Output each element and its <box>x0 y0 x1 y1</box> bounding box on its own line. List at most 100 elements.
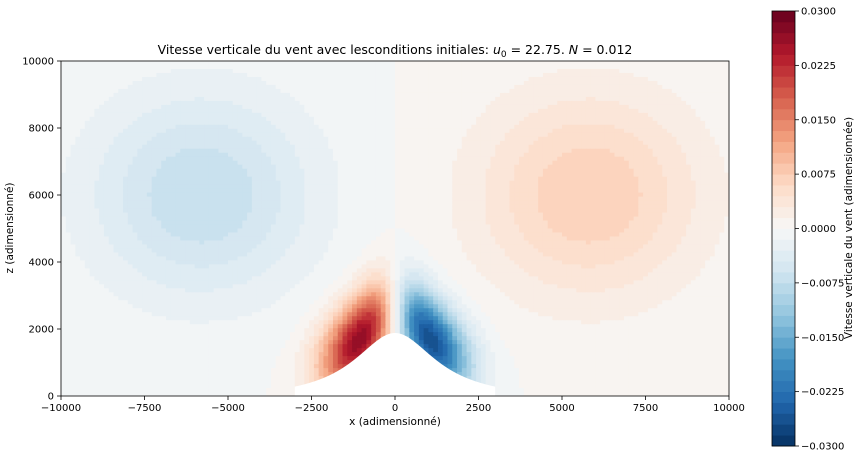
field-cell <box>552 152 558 158</box>
field-cell <box>686 104 692 110</box>
field-cell <box>375 132 382 138</box>
field-cell <box>399 84 406 90</box>
field-cell <box>342 128 348 134</box>
field-cell <box>395 196 401 202</box>
field-cell <box>395 116 401 122</box>
field-cell <box>604 96 611 102</box>
field-cell <box>89 88 95 94</box>
field-cell <box>108 144 115 150</box>
field-cell <box>452 108 458 114</box>
field-cell <box>261 112 267 118</box>
field-cell <box>418 80 425 86</box>
field-cell <box>256 61 262 66</box>
field-cell <box>428 188 434 194</box>
field-cell <box>342 192 348 198</box>
field-cell <box>75 128 81 134</box>
field-cell <box>619 172 625 178</box>
field-cell <box>519 120 525 126</box>
field-cell <box>313 92 320 98</box>
field-cell <box>189 120 196 126</box>
field-cell <box>461 156 468 162</box>
field-cell <box>242 128 248 134</box>
field-cell <box>504 168 511 174</box>
field-cell <box>70 196 76 202</box>
field-cell <box>161 164 167 170</box>
field-cell <box>709 128 716 134</box>
field-cell <box>600 61 606 66</box>
field-cell <box>146 84 153 90</box>
field-cell <box>275 96 282 102</box>
field-cell <box>251 168 258 174</box>
field-cell <box>237 140 243 146</box>
field-cell <box>571 176 577 182</box>
field-cell <box>342 200 348 206</box>
field-cell <box>652 76 659 82</box>
field-cell <box>342 140 348 146</box>
field-cell <box>490 164 496 170</box>
field-cell <box>89 132 95 138</box>
field-cell <box>218 92 224 98</box>
field-cell <box>309 140 315 146</box>
field-cell <box>614 196 620 202</box>
field-cell <box>332 72 339 78</box>
field-cell <box>332 112 339 118</box>
field-cell <box>65 92 72 98</box>
field-cell <box>304 88 310 94</box>
field-cell <box>213 108 220 114</box>
field-cell <box>547 96 554 102</box>
field-cell <box>161 144 167 150</box>
field-cell <box>638 196 644 202</box>
field-cell <box>433 88 439 94</box>
field-cell <box>313 168 320 174</box>
field-cell <box>84 72 91 78</box>
field-cell <box>156 136 162 142</box>
field-cell <box>194 92 200 98</box>
field-cell <box>705 92 711 98</box>
field-cell <box>566 132 573 138</box>
field-cell <box>194 164 200 170</box>
field-cell <box>103 68 110 74</box>
field-cell <box>185 156 191 162</box>
field-cell <box>404 196 410 202</box>
field-cell <box>395 88 401 94</box>
field-cell <box>428 164 434 170</box>
field-cell <box>533 84 539 90</box>
field-cell <box>595 144 601 150</box>
field-cell <box>557 152 563 158</box>
field-cell <box>433 132 439 138</box>
field-cell <box>686 88 692 94</box>
field-cell <box>485 156 492 162</box>
field-cell <box>409 61 415 66</box>
field-cell <box>247 196 253 202</box>
field-cell <box>142 140 148 146</box>
field-cell <box>285 64 291 70</box>
field-cell <box>562 148 568 154</box>
field-cell <box>676 92 682 98</box>
field-cell <box>499 132 506 138</box>
field-cell <box>519 116 525 122</box>
field-cell <box>361 100 367 106</box>
field-cell <box>476 164 482 170</box>
field-cell <box>80 128 86 134</box>
field-cell <box>690 132 697 138</box>
field-cell <box>519 76 525 82</box>
field-cell <box>714 116 721 122</box>
field-cell <box>681 68 687 74</box>
field-cell <box>676 72 682 78</box>
field-cell <box>628 152 635 158</box>
field-cell <box>352 96 358 102</box>
field-cell <box>652 144 659 150</box>
field-cell <box>94 148 100 154</box>
field-cell <box>361 168 367 174</box>
field-cell <box>542 140 549 146</box>
field-cell <box>509 152 515 158</box>
field-cell <box>80 84 86 90</box>
field-cell <box>442 88 449 94</box>
field-cell <box>719 164 725 170</box>
field-cell <box>452 156 458 162</box>
field-cell <box>275 72 282 78</box>
field-cell <box>490 64 496 70</box>
field-cell <box>495 92 501 98</box>
field-cell <box>137 68 143 74</box>
field-cell <box>647 64 654 70</box>
